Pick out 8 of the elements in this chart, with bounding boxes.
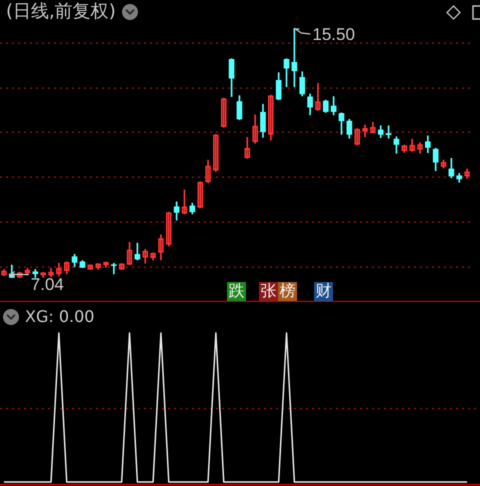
text: 张榜: [260, 281, 296, 300]
annotation: 7.04: [30, 275, 64, 294]
text: 跌: [228, 281, 244, 300]
chart-title: XG: 0.00: [25, 307, 94, 327]
chart-title: (日线,前复权): [6, 1, 116, 22]
candlestick: [386, 125, 392, 139]
annotation: 15.50: [312, 25, 355, 44]
text: 财: [316, 281, 332, 300]
